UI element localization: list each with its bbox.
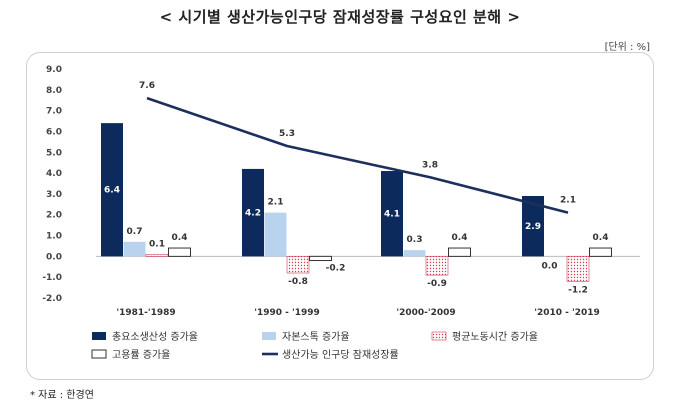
legend-swatch-hours (431, 331, 447, 341)
data-label-tfp: 4.2 (245, 209, 261, 219)
source-note: * 자료 : 한경연 (30, 390, 94, 401)
legend-label-hours: 평균노동시간 증가율 (452, 331, 538, 343)
bar-capital (264, 212, 287, 257)
legend-label-capital: 자본스톡 증가율 (282, 331, 350, 343)
x-category-label: '2010 - '2019 (534, 308, 600, 318)
y-tick-label: 8.0 (46, 86, 62, 96)
y-tick-label: 5.0 (46, 148, 62, 158)
data-label-capital: 0.3 (407, 235, 423, 245)
legend-swatch-tfp (92, 332, 106, 340)
line-data-label: 5.3 (279, 129, 295, 139)
data-label-hours: -0.8 (288, 277, 308, 287)
legend-swatch-employment (91, 349, 107, 359)
chart-frame (26, 52, 654, 380)
line-potential-growth (146, 96, 569, 214)
line-data-label: 3.8 (422, 160, 438, 170)
bar-employment (448, 247, 471, 257)
y-tick-label: 1.0 (46, 232, 62, 242)
bar-tfp (522, 195, 544, 257)
y-tick-label: -1.0 (42, 273, 62, 283)
bar-hours (286, 256, 310, 274)
bar-tfp (101, 123, 123, 257)
data-label-employment: 0.4 (172, 233, 188, 243)
bar-capital (403, 250, 426, 257)
bar-tfp (242, 168, 264, 257)
line-data-label: 2.1 (560, 196, 576, 206)
y-tick-label: 3.0 (46, 190, 62, 200)
unit-label: [단위 : %] (604, 42, 650, 53)
bar-employment (309, 255, 332, 262)
bar-employment (168, 247, 191, 257)
y-tick-label: 7.0 (46, 107, 62, 117)
legend-label-tfp: 총요소생산성 증가율 (112, 331, 198, 343)
chart-title: < 시기별 생산가능인구당 잠재성장률 구성요인 분해 > (159, 8, 521, 26)
data-label-capital: 0.7 (127, 227, 143, 237)
data-label-capital: 0.0 (542, 261, 558, 271)
x-category-label: '2000-'2009 (396, 308, 455, 318)
data-label-tfp: 2.9 (525, 222, 541, 232)
x-category-label: '1990 - '1999 (254, 308, 320, 318)
data-label-employment: 0.4 (593, 233, 609, 243)
legend-swatch-capital (262, 332, 276, 340)
bar-tfp (381, 171, 403, 257)
legend-label-employment: 고용률 증가율 (112, 349, 170, 361)
bar-hours (145, 253, 169, 257)
data-label-hours: 0.1 (149, 239, 165, 249)
bar-hours (425, 256, 449, 276)
y-tick-label: 0.0 (46, 252, 62, 262)
data-label-capital: 2.1 (268, 198, 284, 208)
data-label-tfp: 6.4 (104, 186, 120, 196)
y-tick-label: 6.0 (46, 127, 62, 137)
data-label-employment: 0.4 (452, 233, 468, 243)
y-tick-label: 4.0 (46, 169, 62, 179)
y-tick-label: 2.0 (46, 211, 62, 221)
y-tick-label: 9.0 (46, 65, 62, 75)
data-label-hours: -0.9 (427, 279, 447, 289)
data-label-employment: -0.2 (326, 264, 346, 274)
line-data-label: 7.6 (139, 81, 155, 91)
data-label-hours: -1.2 (568, 285, 588, 295)
legend-label-line: 생산가능 인구당 잠재성장률 (282, 349, 399, 361)
bar-employment (589, 247, 612, 257)
x-category-label: '1981-'1989 (116, 308, 175, 318)
bar-hours (566, 256, 590, 282)
data-label-tfp: 4.1 (384, 210, 400, 220)
bar-capital (123, 241, 146, 257)
y-tick-label: -2.0 (42, 294, 62, 304)
